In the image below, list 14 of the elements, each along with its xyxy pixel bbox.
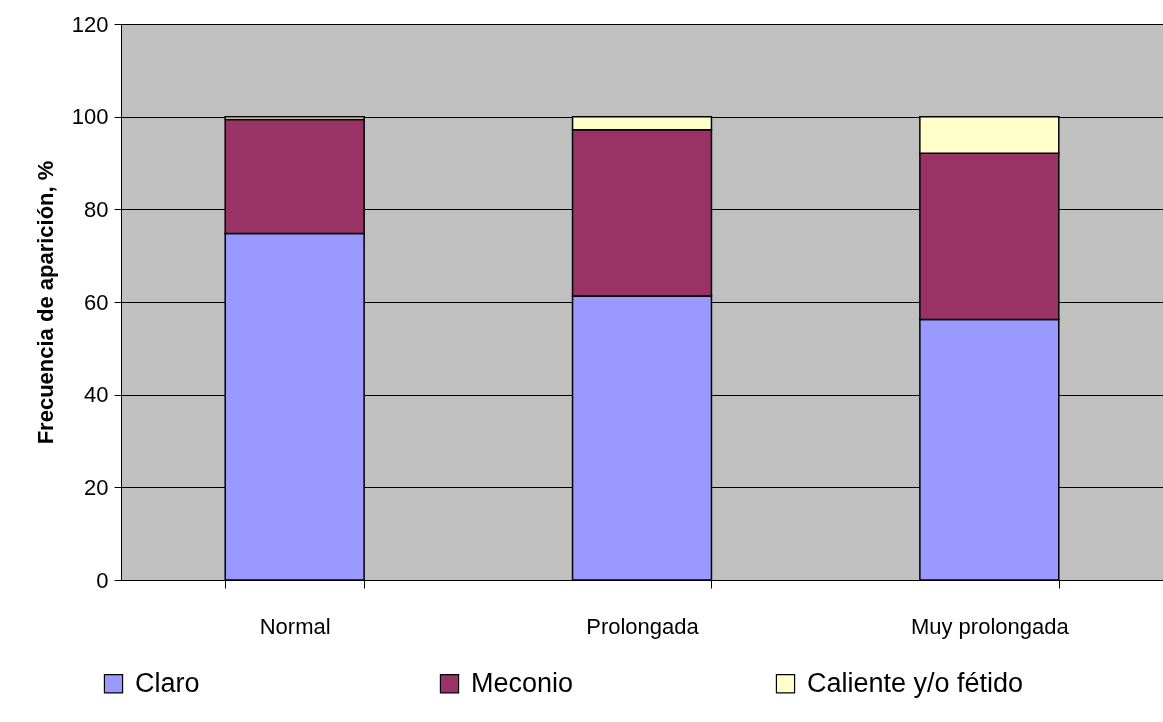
y-tick-label: 0 xyxy=(96,567,109,593)
y-tick-label: 100 xyxy=(71,104,109,130)
x-tick-label: Normal xyxy=(259,613,331,639)
y-tick-label: 20 xyxy=(84,474,109,500)
y-tick-label: 80 xyxy=(84,196,109,222)
y-tick-label: 120 xyxy=(71,11,109,37)
x-tick-label: Muy prolongada xyxy=(910,613,1070,639)
legend-label: Meconio xyxy=(471,667,574,698)
y-tick-label: 40 xyxy=(84,382,109,408)
x-tick-label: Prolongada xyxy=(586,613,700,639)
legend-label: Caliente y/o fétido xyxy=(807,667,1024,698)
y-axis-title: Frecuencia de aparición, % xyxy=(32,160,58,445)
legend-label: Claro xyxy=(135,667,200,698)
y-tick-label: 60 xyxy=(84,289,109,315)
